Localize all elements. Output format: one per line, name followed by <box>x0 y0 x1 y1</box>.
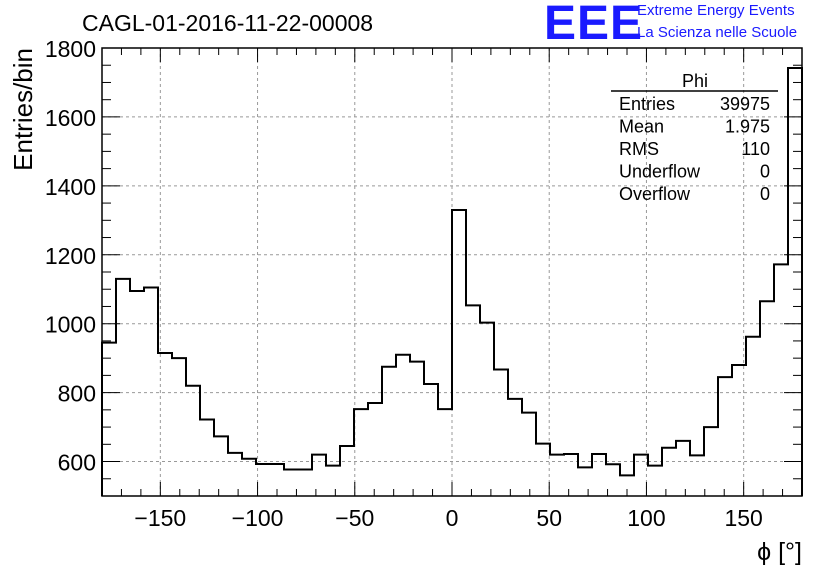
stats-value-overflow: 0 <box>760 184 770 204</box>
x-tick-label-1: −100 <box>232 505 284 531</box>
chart-title: CAGL-01-2016-11-22-00008 <box>82 10 374 36</box>
y-tick-label-1: 800 <box>58 381 96 407</box>
logo-line-2: La Scienza nelle Scuole <box>637 24 798 41</box>
stats-value-mean: 1.975 <box>725 117 770 137</box>
y-tick-label-0: 600 <box>58 450 96 476</box>
y-tick-label-2: 1000 <box>45 312 96 338</box>
x-tick-label-2: −50 <box>335 505 374 531</box>
y-tick-label-5: 1600 <box>45 105 96 131</box>
stats-value-entries: 39975 <box>720 94 770 114</box>
x-tick-label-0: −150 <box>134 505 186 531</box>
x-tick-label-6: 150 <box>724 505 762 531</box>
stats-label-overflow: Overflow <box>619 184 691 204</box>
x-tick-label-4: 50 <box>536 505 562 531</box>
x-tick-label-5: 100 <box>627 505 665 531</box>
eee-logo: EEE <box>544 0 644 50</box>
stats-label-entries: Entries <box>619 94 675 114</box>
stats-label-underflow: Underflow <box>619 162 701 182</box>
y-tick-label-4: 1400 <box>45 174 96 200</box>
stats-label-mean: Mean <box>619 117 664 137</box>
stats-value-rms: 110 <box>741 139 770 159</box>
stats-value-underflow: 0 <box>760 162 770 182</box>
stats-label-rms: RMS <box>619 139 659 159</box>
y-tick-label-3: 1200 <box>45 243 96 269</box>
x-tick-label-3: 0 <box>446 505 459 531</box>
x-axis-label: ϕ [°] <box>757 538 802 566</box>
logo-line-1: Extreme Energy Events <box>637 2 795 19</box>
y-tick-label-6: 1800 <box>45 36 96 62</box>
histogram-series-line <box>101 66 803 496</box>
stats-box-title: Phi <box>682 71 708 91</box>
y-axis-label: Entries/bin <box>8 48 38 171</box>
